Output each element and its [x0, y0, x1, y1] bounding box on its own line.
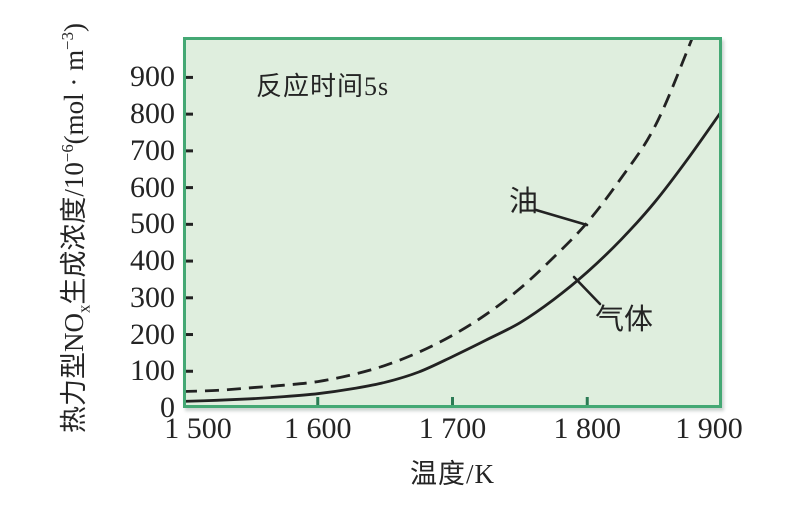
y-tick-label: 700	[130, 133, 175, 167]
x-tick-label: 1 700	[418, 412, 487, 445]
reaction-time-annotation: 反应时间5s	[256, 72, 390, 101]
y-axis-title-superscript: −6	[58, 144, 77, 163]
y-axis-title-text: (mol · m	[59, 49, 89, 145]
gas-series-label: 气体	[595, 304, 654, 336]
plot-border	[183, 37, 722, 408]
y-axis-title-superscript: −3	[58, 32, 77, 50]
y-tick-label: 600	[130, 170, 175, 204]
gas-curve	[183, 109, 722, 403]
y-tick-label: 200	[130, 317, 175, 351]
x-tick-label: 1 800	[553, 412, 622, 445]
y-axis-title-subscript: x	[74, 304, 94, 314]
x-axis-title: 温度/K	[410, 459, 495, 489]
oil-series-label: 油	[509, 186, 539, 218]
y-tick-label: 400	[130, 244, 175, 278]
oil-curve	[183, 37, 695, 393]
y-tick-label: 0	[160, 391, 175, 424]
y-tick-label: 500	[130, 207, 175, 241]
plot-area	[183, 37, 722, 408]
y-tick-label: 900	[130, 60, 175, 94]
y-axis-title-text: 生成浓度/10	[59, 162, 89, 305]
x-tick-label: 1 500	[164, 412, 232, 445]
plot-background	[183, 37, 722, 408]
y-tick-label: 800	[130, 97, 175, 131]
x-tick-label: 1 600	[284, 412, 352, 445]
y-tick-label: 300	[130, 280, 175, 314]
y-axis-title: 热力型NOx生成浓度/10−6(mol · m−3)	[52, 0, 94, 458]
x-tick-label: 1 900	[675, 412, 743, 445]
gas-leader-line	[572, 275, 602, 306]
y-axis-title-text: )	[59, 23, 89, 32]
y-tick-label: 100	[130, 354, 175, 388]
oil-leader-line	[534, 208, 589, 227]
y-axis-title-text: 热力型NO	[59, 313, 89, 434]
